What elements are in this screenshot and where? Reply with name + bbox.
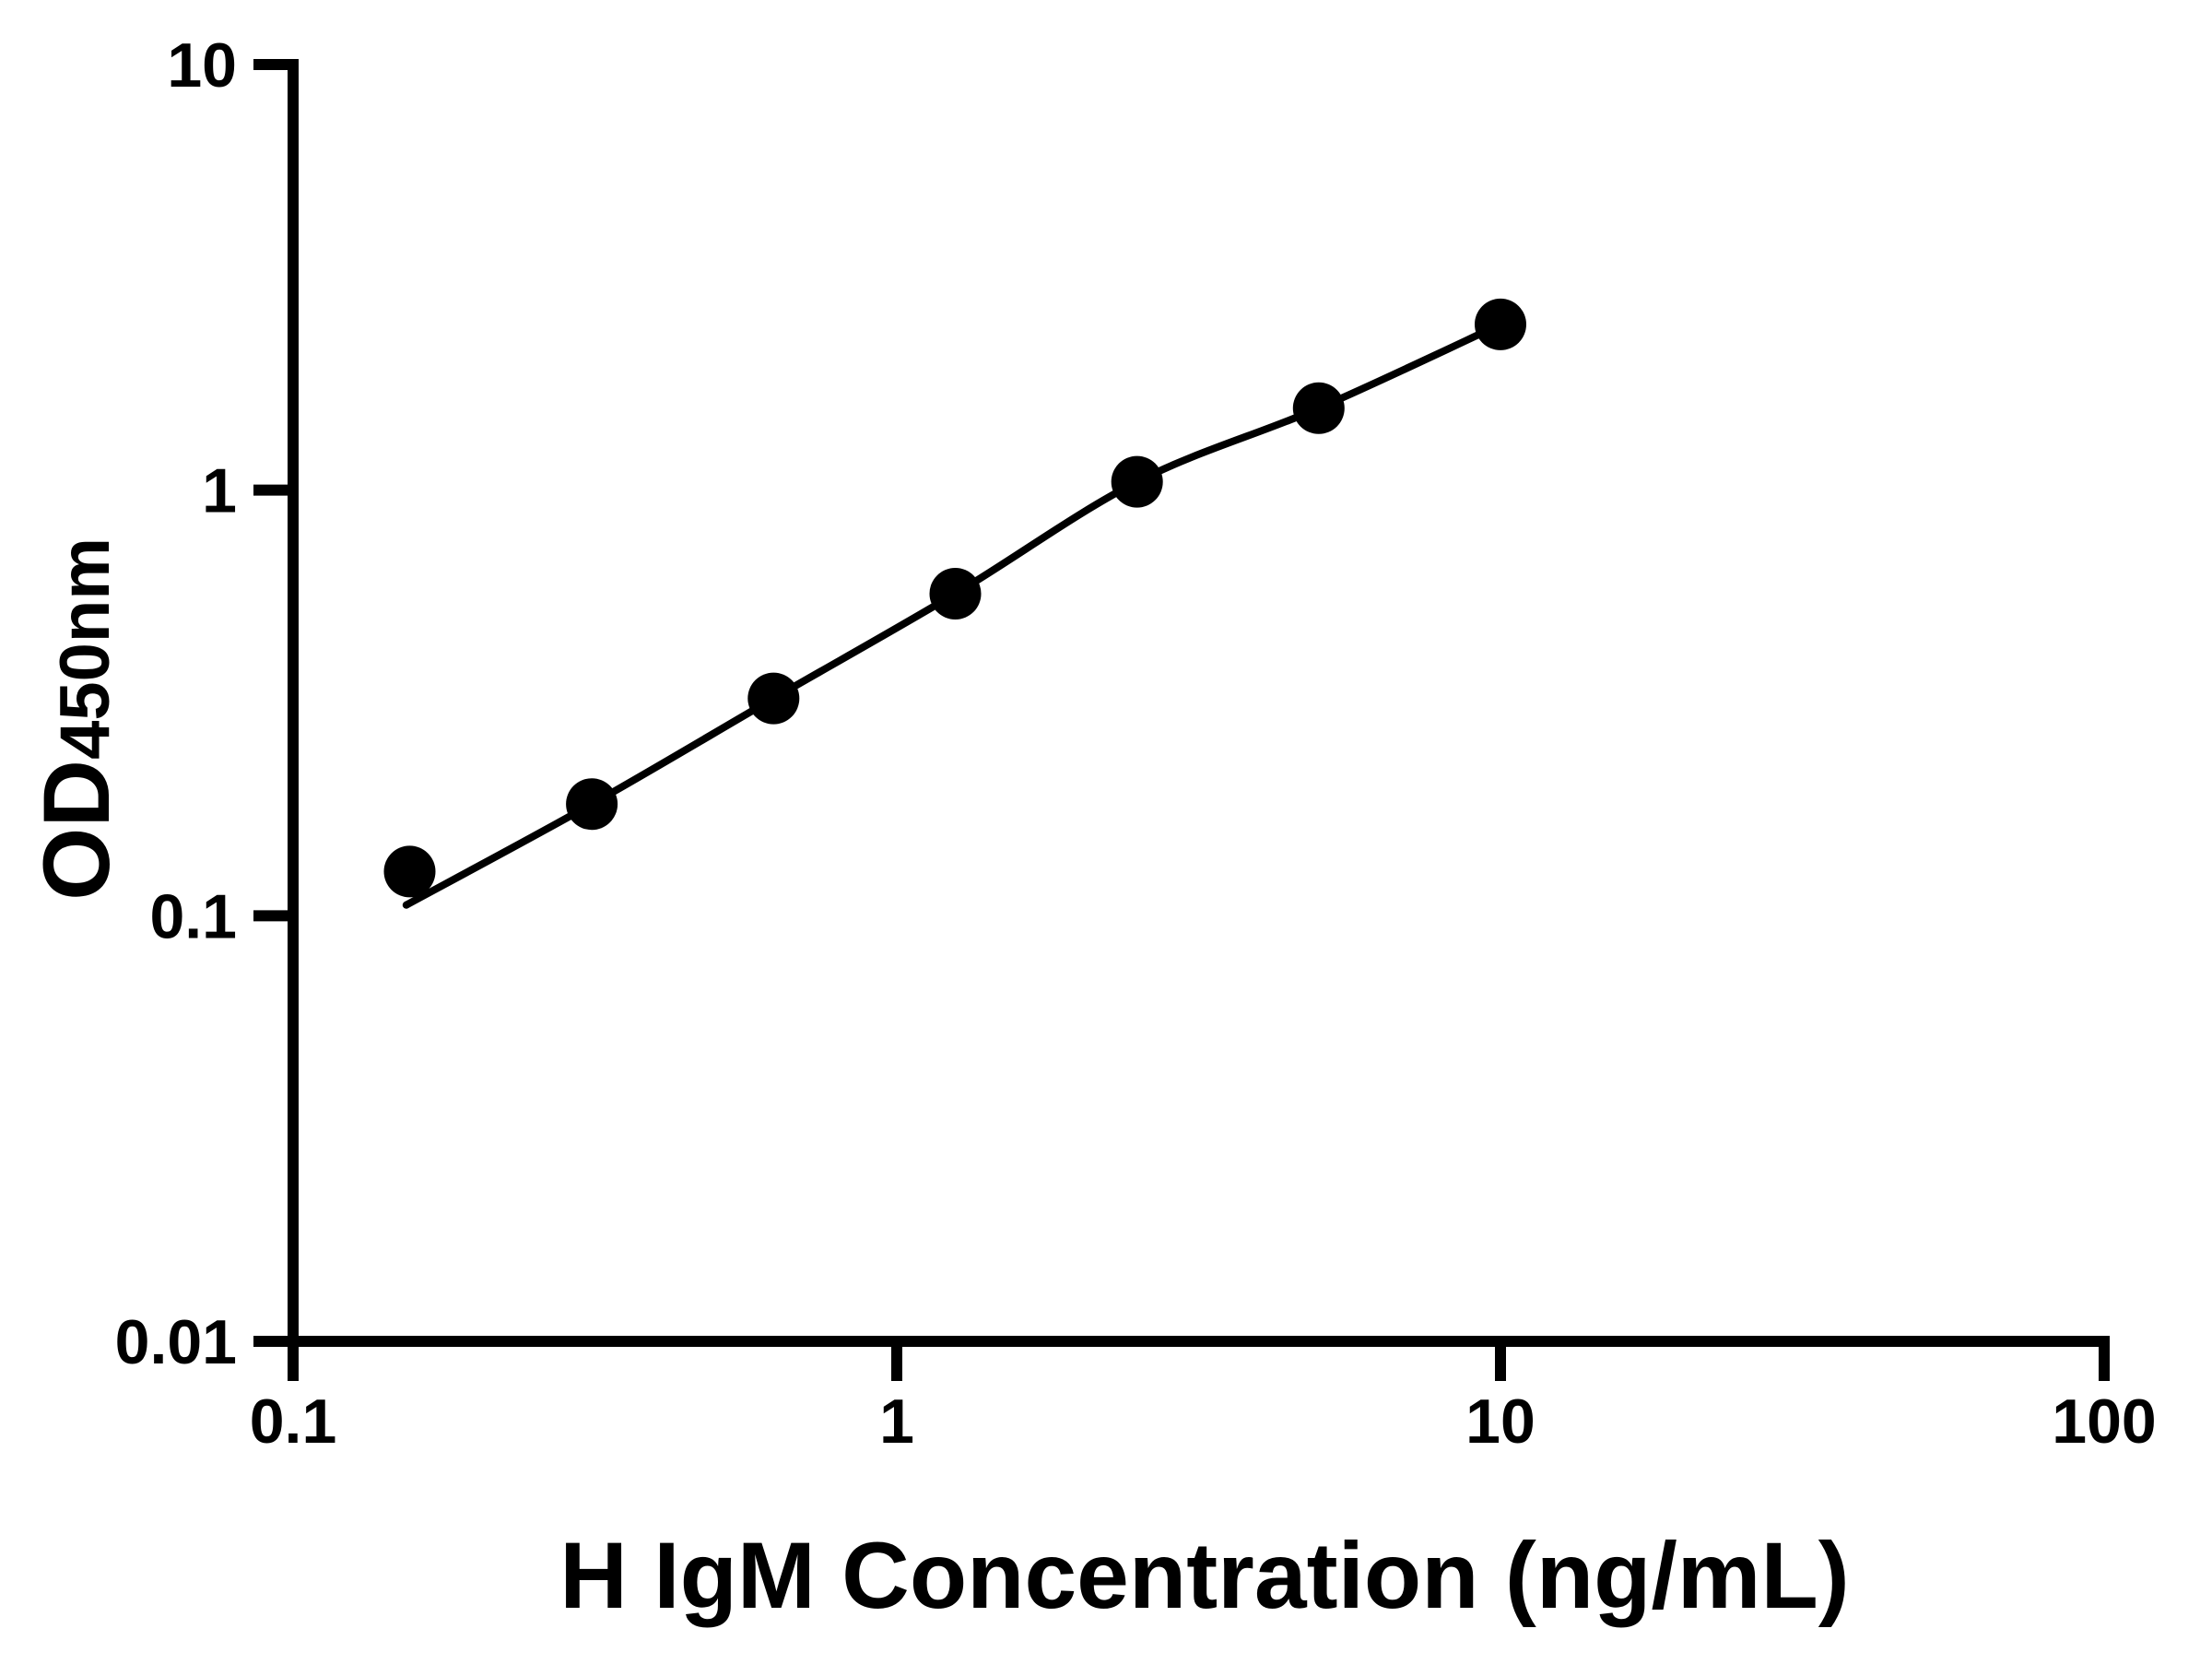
data-point-marker <box>929 568 982 620</box>
axis-ticks <box>253 59 2110 1381</box>
x-axis-title: H IgM Concentration (ng/mL) <box>559 1523 1850 1628</box>
y-tick-label: 0.01 <box>115 1307 237 1377</box>
axes <box>288 59 2110 1347</box>
y-axis-title-sub: 450nm <box>46 537 124 760</box>
data-points <box>383 298 1526 898</box>
y-tick-label: 0.1 <box>149 881 237 951</box>
x-tick-label: 0.1 <box>250 1387 337 1457</box>
data-point-marker <box>1292 382 1345 434</box>
data-point-marker <box>566 778 618 831</box>
data-point-marker <box>1111 455 1163 508</box>
x-tick-label: 1 <box>879 1387 914 1457</box>
x-tick-label: 100 <box>2052 1387 2156 1457</box>
data-point-marker <box>1475 298 1526 350</box>
y-tick-label: 10 <box>167 30 237 100</box>
y-tick-label: 1 <box>202 456 237 526</box>
y-axis-title-main: OD <box>24 760 129 901</box>
data-point-marker <box>747 672 800 725</box>
data-point-marker <box>383 845 436 898</box>
y-axis-title: OD450nm <box>24 537 129 901</box>
x-tick-label: 10 <box>1465 1387 1535 1457</box>
